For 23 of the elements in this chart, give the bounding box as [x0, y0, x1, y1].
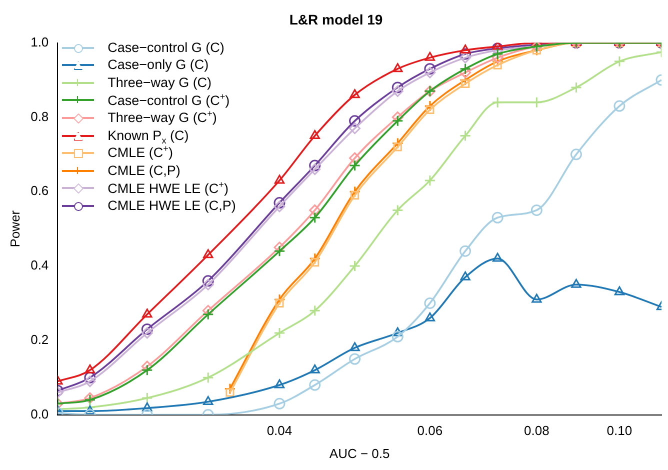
- y-tick-label: 1.0: [30, 34, 49, 50]
- legend-label: Known P$_{x}$ (C): [108, 126, 189, 146]
- x-axis-title: AUC − 0.5: [329, 446, 390, 461]
- x-tick-label: 0.08: [524, 423, 550, 438]
- x-tick-label: 0.06: [417, 423, 443, 438]
- y-tick-label: 0.0: [30, 406, 49, 422]
- legend-label: CMLE HWE LE (C$^{+}$): [108, 179, 228, 198]
- legend-label: CMLE (C$^{+}$): [108, 144, 173, 162]
- y-axis-title: Power: [7, 210, 22, 248]
- legend-label: CMLE HWE LE (C,P): [108, 197, 236, 215]
- legend-label: Case−control G (C$^{+}$): [108, 91, 230, 110]
- y-tick-label: 0.2: [30, 332, 49, 347]
- legend-label: Three−way G (C$^{+}$): [108, 108, 217, 127]
- x-tick-label: 0.10: [606, 423, 632, 438]
- y-tick-label: 0.8: [30, 108, 49, 124]
- legend-label: CMLE (C,P): [108, 162, 180, 180]
- legend-label: Case−control G (C): [108, 38, 224, 56]
- y-tick-label: 0.6: [30, 183, 49, 198]
- y-tick-label: 0.4: [30, 258, 49, 273]
- chart-title: L&R model 19: [289, 11, 383, 28]
- x-tick-label: 0.04: [266, 423, 292, 438]
- legend-label: Three−way G (C): [108, 74, 212, 92]
- legend-label: Case−only G (C): [108, 56, 209, 74]
